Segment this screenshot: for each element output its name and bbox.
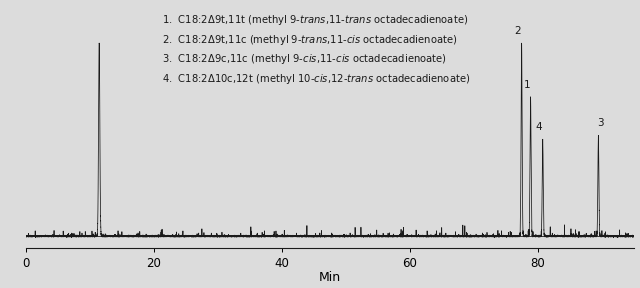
- Text: 1: 1: [524, 79, 530, 90]
- Text: 3: 3: [598, 118, 604, 128]
- Text: 2: 2: [515, 26, 521, 36]
- Text: 1.  C18:2Δ9t,11t (methyl 9-$\it{trans}$,11-$\it{trans}$ octadecadienoate)
2.  C1: 1. C18:2Δ9t,11t (methyl 9-$\it{trans}$,1…: [163, 14, 471, 86]
- Text: 4: 4: [536, 122, 542, 132]
- X-axis label: Min: Min: [319, 271, 340, 284]
